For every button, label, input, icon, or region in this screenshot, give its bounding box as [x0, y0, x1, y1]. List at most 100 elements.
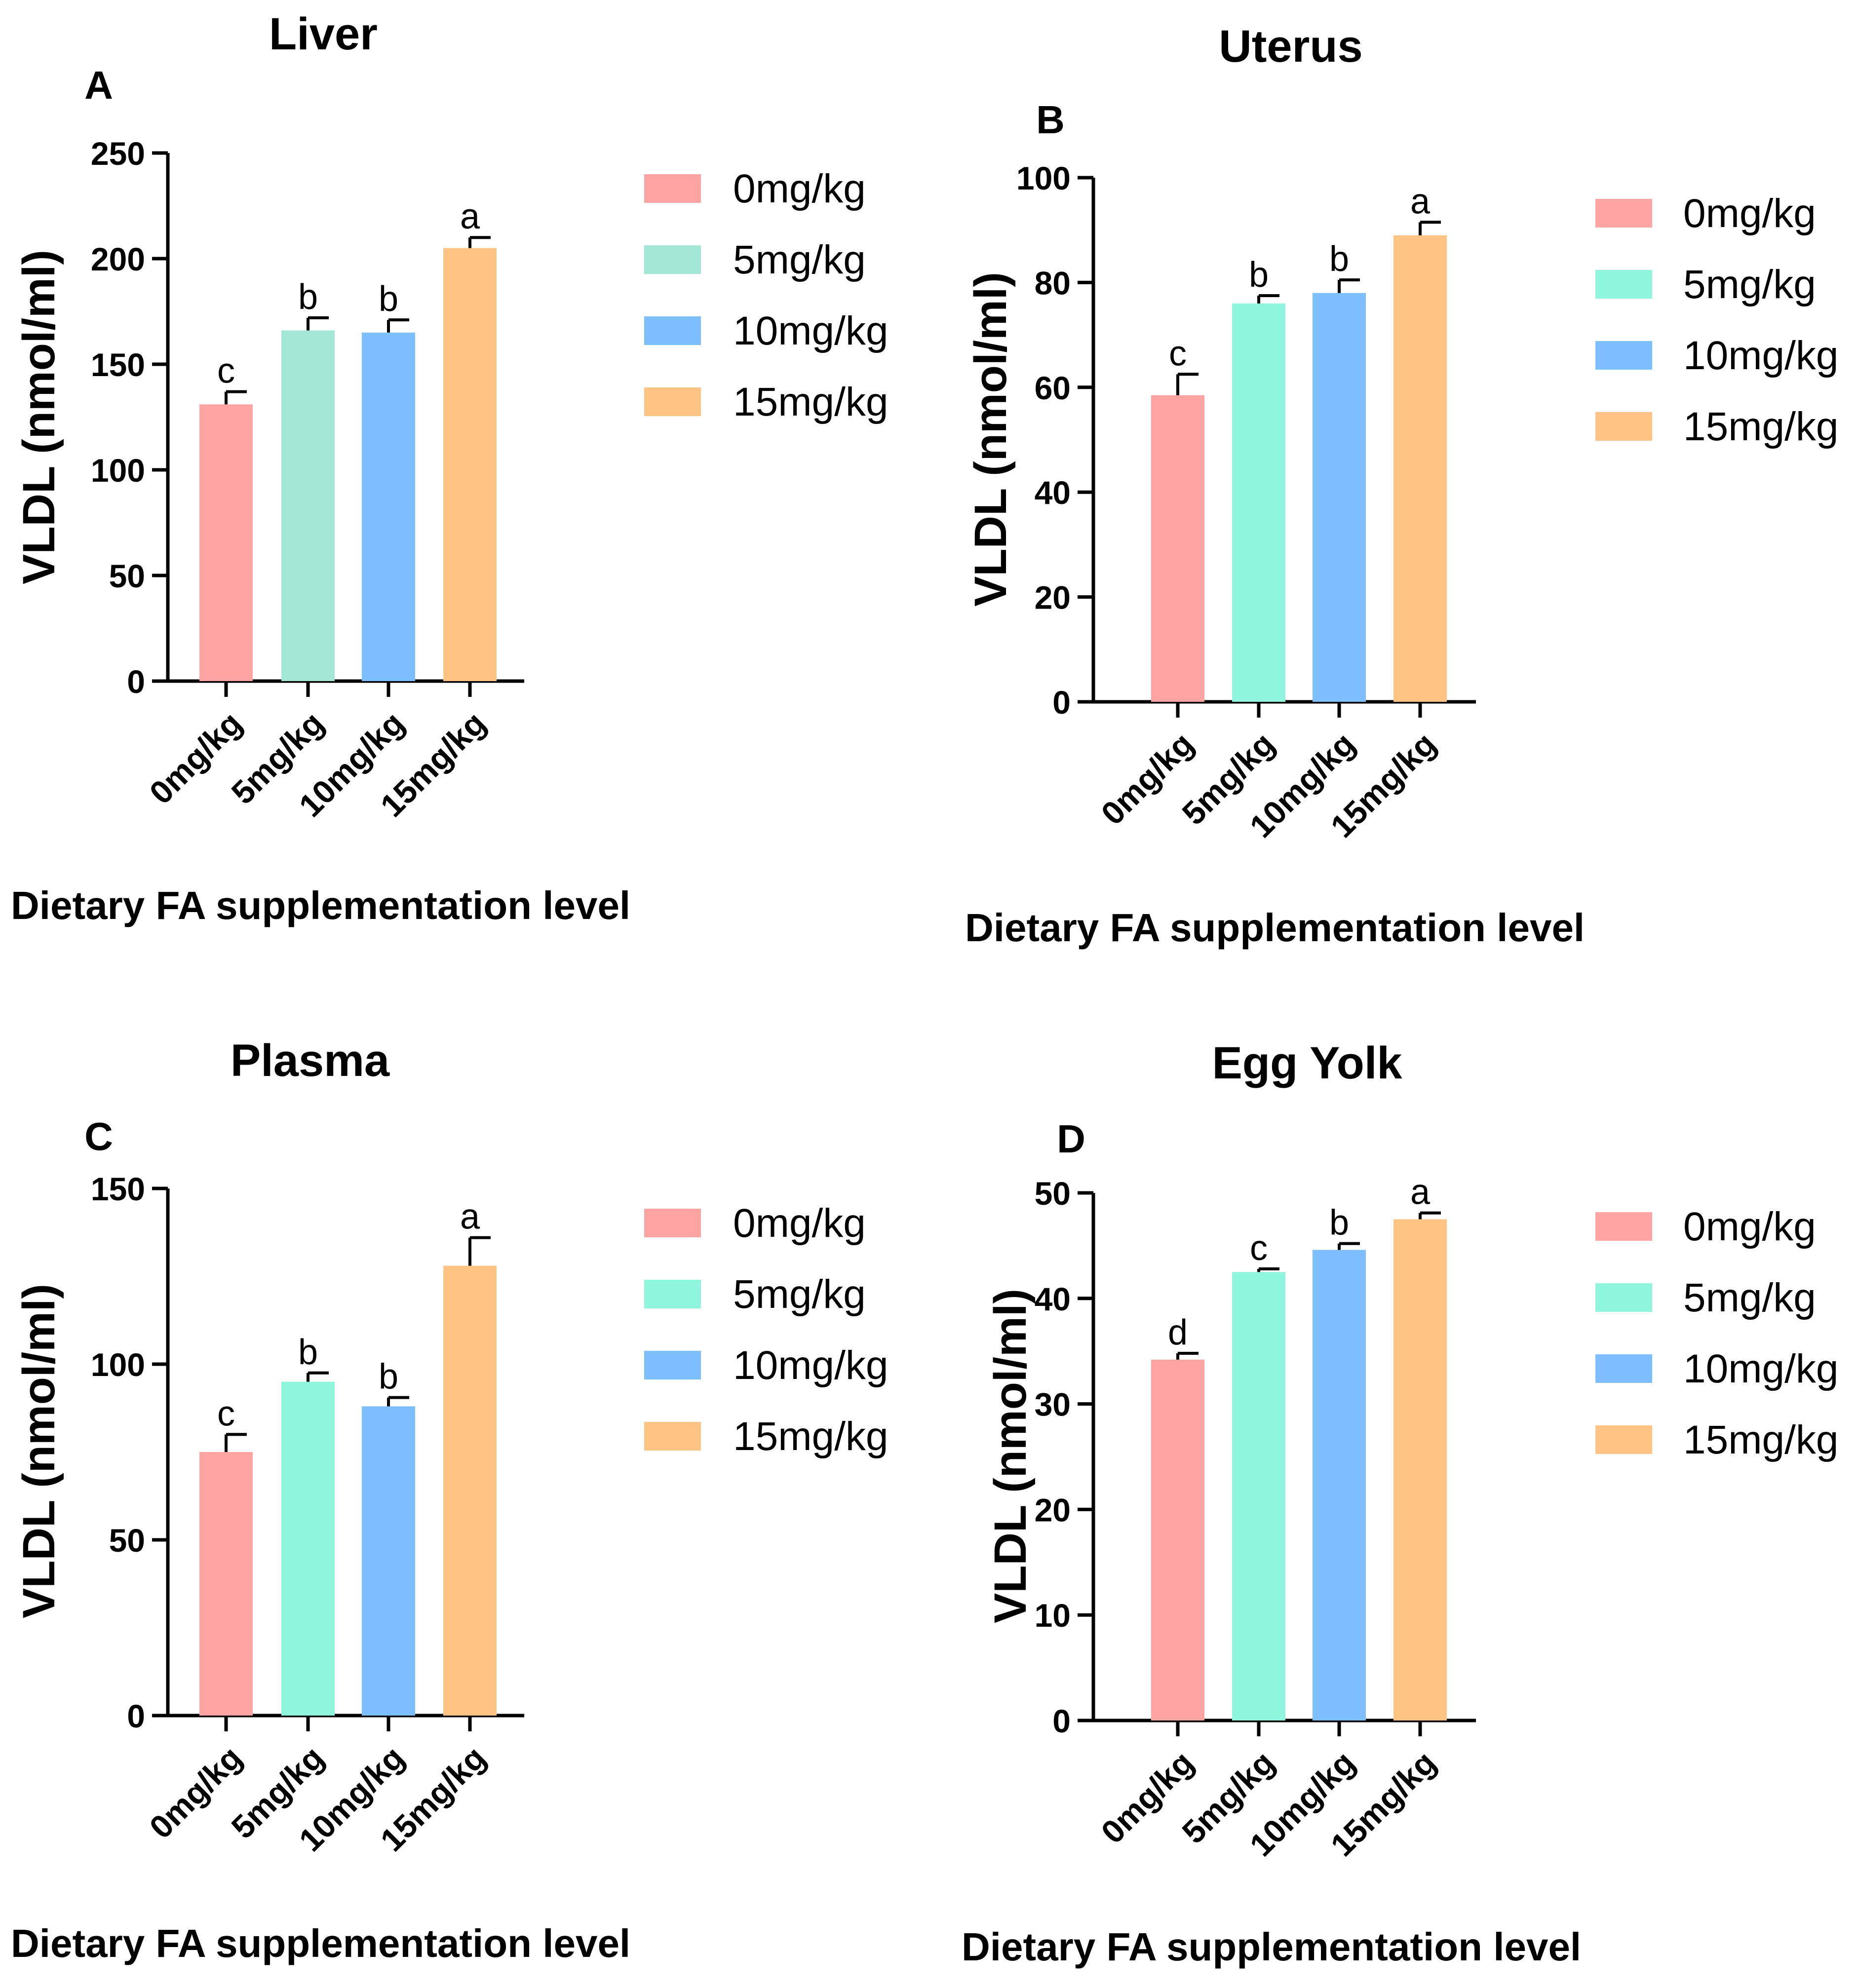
legend-label: 15mg/kg [1683, 404, 1839, 449]
bar [1393, 1219, 1447, 1720]
legend-label: 0mg/kg [733, 166, 866, 211]
legend-label: 5mg/kg [733, 1272, 866, 1317]
legend-swatch [1595, 412, 1652, 441]
y-tick-label: 50 [109, 1522, 145, 1559]
y-tick-label: 20 [1035, 1491, 1071, 1528]
x-axis-label: Dietary FA supplementation level [965, 906, 1585, 950]
legend-label: 10mg/kg [733, 308, 889, 353]
y-axis-label: VLDL (nmol/ml) [14, 250, 64, 584]
legend-label: 5mg/kg [733, 237, 866, 282]
significance-letter: b [1249, 255, 1269, 295]
x-axis-label: Dietary FA supplementation level [11, 883, 630, 927]
bar [199, 404, 253, 681]
legend-swatch [1595, 199, 1652, 228]
significance-letter: b [1329, 239, 1349, 279]
x-tick-label: 0mg/kg [142, 705, 249, 811]
bar [1151, 1359, 1204, 1720]
significance-letter: d [1168, 1313, 1188, 1352]
legend-label: 10mg/kg [733, 1343, 889, 1388]
legend-label: 0mg/kg [1683, 1204, 1816, 1249]
legend-swatch [644, 387, 701, 416]
x-axis-label: Dietary FA supplementation level [11, 1921, 630, 1965]
chart-title: Liver [269, 9, 378, 59]
legend-swatch [1595, 1354, 1652, 1383]
significance-letter: a [460, 197, 480, 236]
bar [362, 1406, 415, 1716]
legend-label: 5mg/kg [1683, 1275, 1816, 1320]
legend-label: 0mg/kg [1683, 191, 1816, 236]
bar [443, 1265, 497, 1716]
legend-swatch [644, 316, 701, 345]
chart-panel-b: Uterus B 0 20 40 60 80 100 VLDL (nmol/ml) c 0mg/kg… [965, 21, 1839, 950]
significance-letter: b [298, 277, 318, 317]
y-tick-label: 0 [127, 1698, 145, 1734]
legend-label: 0mg/kg [733, 1201, 866, 1246]
legend-swatch [644, 1280, 701, 1308]
x-tick-label: 0mg/kg [142, 1739, 249, 1846]
legend: 0mg/kg 5mg/kg 10mg/kg 15mg/kg [644, 1201, 889, 1459]
legend-swatch [1595, 341, 1652, 370]
y-tick-label: 100 [1016, 160, 1071, 196]
legend-swatch [1595, 270, 1652, 299]
legend-swatch [1595, 1425, 1652, 1454]
y-tick-label: 20 [1035, 579, 1071, 616]
legend: 0mg/kg 5mg/kg 10mg/kg 15mg/kg [1595, 191, 1839, 449]
bar [1232, 1272, 1285, 1720]
y-tick-label: 50 [1035, 1175, 1071, 1212]
y-tick-label: 0 [127, 663, 145, 700]
panel-letter: B [1036, 98, 1065, 142]
panel-letter: D [1057, 1117, 1085, 1161]
y-tick-label: 100 [91, 1346, 145, 1383]
bar [1313, 1250, 1366, 1720]
legend-label: 15mg/kg [733, 380, 889, 424]
y-tick-label: 40 [1035, 1281, 1071, 1317]
legend-swatch [644, 245, 701, 274]
y-tick-label: 50 [109, 558, 145, 594]
y-tick-label: 150 [91, 346, 145, 383]
y-tick-label: 100 [91, 452, 145, 489]
chart-title: Uterus [1219, 21, 1362, 72]
chart-title: Plasma [231, 1035, 390, 1086]
significance-letter: a [1410, 182, 1431, 221]
bar [281, 330, 335, 681]
significance-letter: c [217, 351, 235, 391]
legend-swatch [1595, 1212, 1652, 1241]
bar [1393, 235, 1447, 702]
significance-letter: b [1329, 1203, 1349, 1243]
y-axis-label: VLDL (nmol/ml) [966, 272, 1016, 607]
significance-letter: a [460, 1197, 480, 1237]
significance-letter: b [379, 1357, 398, 1397]
y-axis-label: VLDL (nmol/ml) [14, 1284, 64, 1618]
y-tick-label: 80 [1035, 265, 1071, 301]
legend-label: 15mg/kg [1683, 1417, 1839, 1462]
y-tick-label: 200 [91, 241, 145, 277]
legend: 0mg/kg 5mg/kg 10mg/kg 15mg/kg [1595, 1204, 1839, 1462]
chart-panel-a: Liver A 0 50 100 150 200 250 VLDL (nmol/ml) c 0mg/… [11, 9, 889, 927]
y-tick-label: 30 [1035, 1386, 1071, 1423]
y-tick-label: 0 [1052, 684, 1071, 721]
chart-title: Egg Yolk [1212, 1038, 1402, 1088]
significance-letter: b [298, 1333, 318, 1372]
x-axis-label: Dietary FA supplementation level [962, 1925, 1581, 1969]
y-tick-label: 10 [1035, 1597, 1071, 1634]
legend-swatch [644, 174, 701, 203]
legend-swatch [644, 1422, 701, 1451]
panel-letter: C [84, 1114, 113, 1158]
legend-swatch [1595, 1283, 1652, 1312]
chart-panel-d: Egg Yolk D 0 10 20 30 40 50 VLDL (nmol/ml) d 0mg/k… [962, 1038, 1839, 1969]
panel-letter: A [84, 63, 113, 107]
y-tick-label: 250 [91, 135, 145, 172]
legend-label: 10mg/kg [1683, 333, 1839, 378]
legend: 0mg/kg 5mg/kg 10mg/kg 15mg/kg [644, 166, 889, 424]
bar [1313, 293, 1366, 702]
significance-letter: b [379, 279, 398, 319]
legend-label: 15mg/kg [733, 1414, 889, 1459]
significance-letter: c [1250, 1228, 1268, 1268]
y-tick-label: 0 [1052, 1703, 1071, 1739]
bar [443, 248, 497, 682]
y-tick-label: 40 [1035, 474, 1071, 511]
bar [1232, 303, 1285, 702]
legend-label: 5mg/kg [1683, 262, 1816, 307]
y-tick-label: 60 [1035, 370, 1071, 406]
